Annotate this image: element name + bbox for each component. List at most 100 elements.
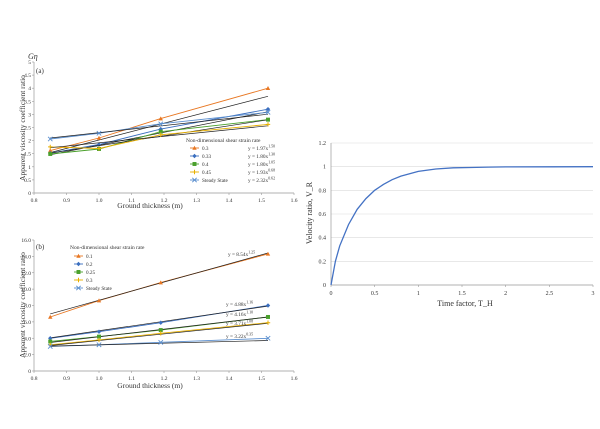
chart-a-series-0-point bbox=[265, 86, 271, 90]
chart-a-series-4-point bbox=[47, 136, 53, 142]
chart-c-y-tick-label: 1.2 bbox=[319, 141, 327, 147]
chart-a-x-tick-label: 1.0 bbox=[96, 198, 103, 204]
chart-b-series-1-trendline bbox=[50, 305, 269, 339]
chart-b-series-3-point bbox=[96, 337, 102, 343]
chart-a-series-3-point bbox=[265, 122, 271, 127]
chart-b-series-0-point bbox=[48, 314, 53, 319]
chart-c-x-tick-label: 3 bbox=[592, 291, 595, 297]
chart-a-y-tick-label: 0 bbox=[28, 191, 31, 197]
chart-a-series-4-point bbox=[265, 109, 271, 115]
chart-b-x-tick-label: 1.3 bbox=[193, 376, 200, 382]
chart-a-y-tick-label: 1 bbox=[28, 165, 31, 171]
chart-a-series-4-point bbox=[96, 130, 102, 136]
chart-b-y-axis-title: Apparent viscosity coefficient ratio bbox=[18, 252, 27, 358]
chart-a-series-0-point bbox=[96, 135, 102, 140]
chart-b-x-tick-label: 0.8 bbox=[31, 376, 38, 382]
chart-b-series-2-legend-label: 0.25 bbox=[86, 270, 95, 276]
chart-a-series-3-legend-label: 0.45 bbox=[202, 170, 211, 176]
chart-a-x-tick-label: 1.6 bbox=[291, 198, 298, 204]
chart-a-x-tick-label: 0.8 bbox=[31, 198, 38, 204]
chart-b-series-1-point bbox=[158, 320, 163, 325]
chart-a-series-1-legend-marker bbox=[192, 153, 197, 159]
chart-b-series-3-legend-marker bbox=[76, 277, 81, 283]
chart-b-x-tick-label: 1.1 bbox=[128, 376, 135, 382]
chart-a-series-0-point bbox=[48, 148, 53, 153]
chart-a-y-tick-label: 4 bbox=[28, 86, 31, 92]
chart-c-y-tick-label: 0.6 bbox=[319, 212, 327, 218]
chart-a-series-2-equation: y = 1.80x1.05 bbox=[248, 160, 275, 169]
chart-b-x-tick-label: 1.6 bbox=[291, 376, 298, 382]
chart-a-series-2-line bbox=[50, 119, 269, 155]
chart-c-x-tick-label: 2 bbox=[504, 291, 507, 297]
chart-a-series-3-line bbox=[50, 123, 269, 149]
chart-b-series-4-trendline bbox=[50, 340, 269, 347]
chart-c-y-tick-label: 1 bbox=[323, 165, 326, 171]
chart-c-x-tick-label: 1.5 bbox=[458, 291, 466, 297]
chart-b-series-3-point bbox=[158, 331, 163, 336]
chart-b-x-tick-label: 1.5 bbox=[258, 376, 265, 382]
chart-c-x-tick-label: 0 bbox=[330, 291, 333, 297]
chart-b-series-1-point bbox=[48, 336, 53, 341]
chart-a-y-tick-label: 2 bbox=[28, 139, 31, 145]
chart-a-series-1-equation: y = 1.80x1.30 bbox=[248, 152, 275, 161]
chart-b-series-3-line bbox=[50, 322, 269, 346]
chart-a-series-0-legend-marker bbox=[192, 145, 197, 150]
chart-b-series-4-point bbox=[265, 335, 271, 341]
chart-c-y-tick-label: 0 bbox=[323, 283, 326, 289]
chart-b-series-4-legend-label: Steady State bbox=[86, 286, 112, 292]
chart-a-series-3-equation: y = 1.93x0.68 bbox=[248, 168, 275, 177]
chart-a-y-tick-label: 1.5 bbox=[24, 152, 31, 158]
chart-b-x-axis-title: Ground thickness (m) bbox=[117, 381, 183, 390]
chart-c-series-0-line bbox=[330, 166, 594, 286]
chart-a-y-tick-label: 5 bbox=[28, 60, 31, 66]
chart-c-x-tick-label: 0.5 bbox=[371, 291, 379, 297]
chart-b-x-tick-label: 1.2 bbox=[161, 376, 168, 382]
chart-a-series-1-point bbox=[265, 106, 271, 112]
chart-a-series-4-legend-marker bbox=[191, 177, 198, 183]
chart-a-y-tick-label: 4.5 bbox=[24, 73, 31, 79]
chart-a-x-tick-label: 1.4 bbox=[226, 198, 233, 204]
chart-a-y-axis-title: Apparent viscosity coefficient ratio bbox=[18, 75, 27, 181]
chart-a-y-tick-label: 2.5 bbox=[24, 126, 31, 132]
chart-b-series-4-point bbox=[47, 343, 53, 349]
chart-b-series-0-equation: y = 8.54x1.25 bbox=[228, 250, 255, 259]
chart-a-series-3-trendline bbox=[50, 125, 269, 149]
chart-c: Time factor, T_H Velocity ratio, V_R 0 0.… bbox=[305, 141, 595, 308]
chart-a-series-2-legend-marker bbox=[192, 162, 197, 166]
chart-b-y-tick-label: 14.0 bbox=[21, 254, 31, 260]
chart-b-y-tick-label: 8.0 bbox=[24, 304, 31, 310]
chart-a-series-1-line bbox=[50, 108, 269, 154]
chart-a-series-1-legend-label: 0.33 bbox=[202, 154, 211, 160]
chart-b-series-3-equation: y = 3.71x1.08 bbox=[226, 319, 253, 328]
chart-a-series-2-legend-label: 0.4 bbox=[202, 162, 209, 168]
chart-b-y-tick-label: 10.0 bbox=[21, 287, 31, 293]
chart-a-x-tick-label: 1.1 bbox=[128, 198, 135, 204]
chart-a-series-4-line bbox=[50, 111, 269, 140]
chart-a-series-4-equation: y = 2.32x0.62 bbox=[248, 176, 275, 185]
chart-b-y-tick-label: 16.0 bbox=[21, 238, 31, 244]
chart-a-x-tick-label: 1.3 bbox=[193, 198, 200, 204]
chart-a-series-0-equation: y = 1.97x1.50 bbox=[248, 144, 275, 153]
chart-b-series-4-equation: y = 3.22x0.35 bbox=[226, 332, 253, 341]
chart-b-series-3-legend-label: 0.3 bbox=[86, 278, 93, 284]
chart-c-y-tick-label: 0.4 bbox=[319, 236, 327, 242]
chart-b-series-2-legend-marker bbox=[76, 270, 81, 274]
chart-b-series-2-equation: y = 4.16x1.10 bbox=[226, 310, 253, 319]
chart-a-x-axis-title: Ground thickness (m) bbox=[117, 201, 183, 210]
chart-b-series-1-legend-label: 0.2 bbox=[86, 262, 93, 268]
chart-a-series-3-legend-marker bbox=[192, 169, 197, 175]
chart-b-y-tick-label: 4.0 bbox=[24, 336, 31, 342]
chart-b-series-0-point bbox=[158, 280, 163, 285]
chart-a-series-2-point bbox=[266, 117, 270, 122]
chart-a-y-tick-label: 3.5 bbox=[24, 99, 31, 105]
chart-b-legend-title: Non-dimensional shear strain rate bbox=[70, 245, 145, 251]
chart-a-series-0-point bbox=[158, 116, 163, 121]
chart-b-series-3-trendline bbox=[50, 322, 269, 346]
chart-b-series-2-point bbox=[97, 334, 101, 339]
chart-b-y-tick-label: 6.0 bbox=[24, 320, 31, 326]
chart-b-y-tick-label: 12.0 bbox=[21, 271, 31, 277]
chart-a-series-4-point bbox=[158, 121, 164, 127]
chart-b-series-0-legend-label: 0.1 bbox=[86, 254, 93, 260]
chart-b-y-tick-label: 0 bbox=[28, 369, 31, 375]
